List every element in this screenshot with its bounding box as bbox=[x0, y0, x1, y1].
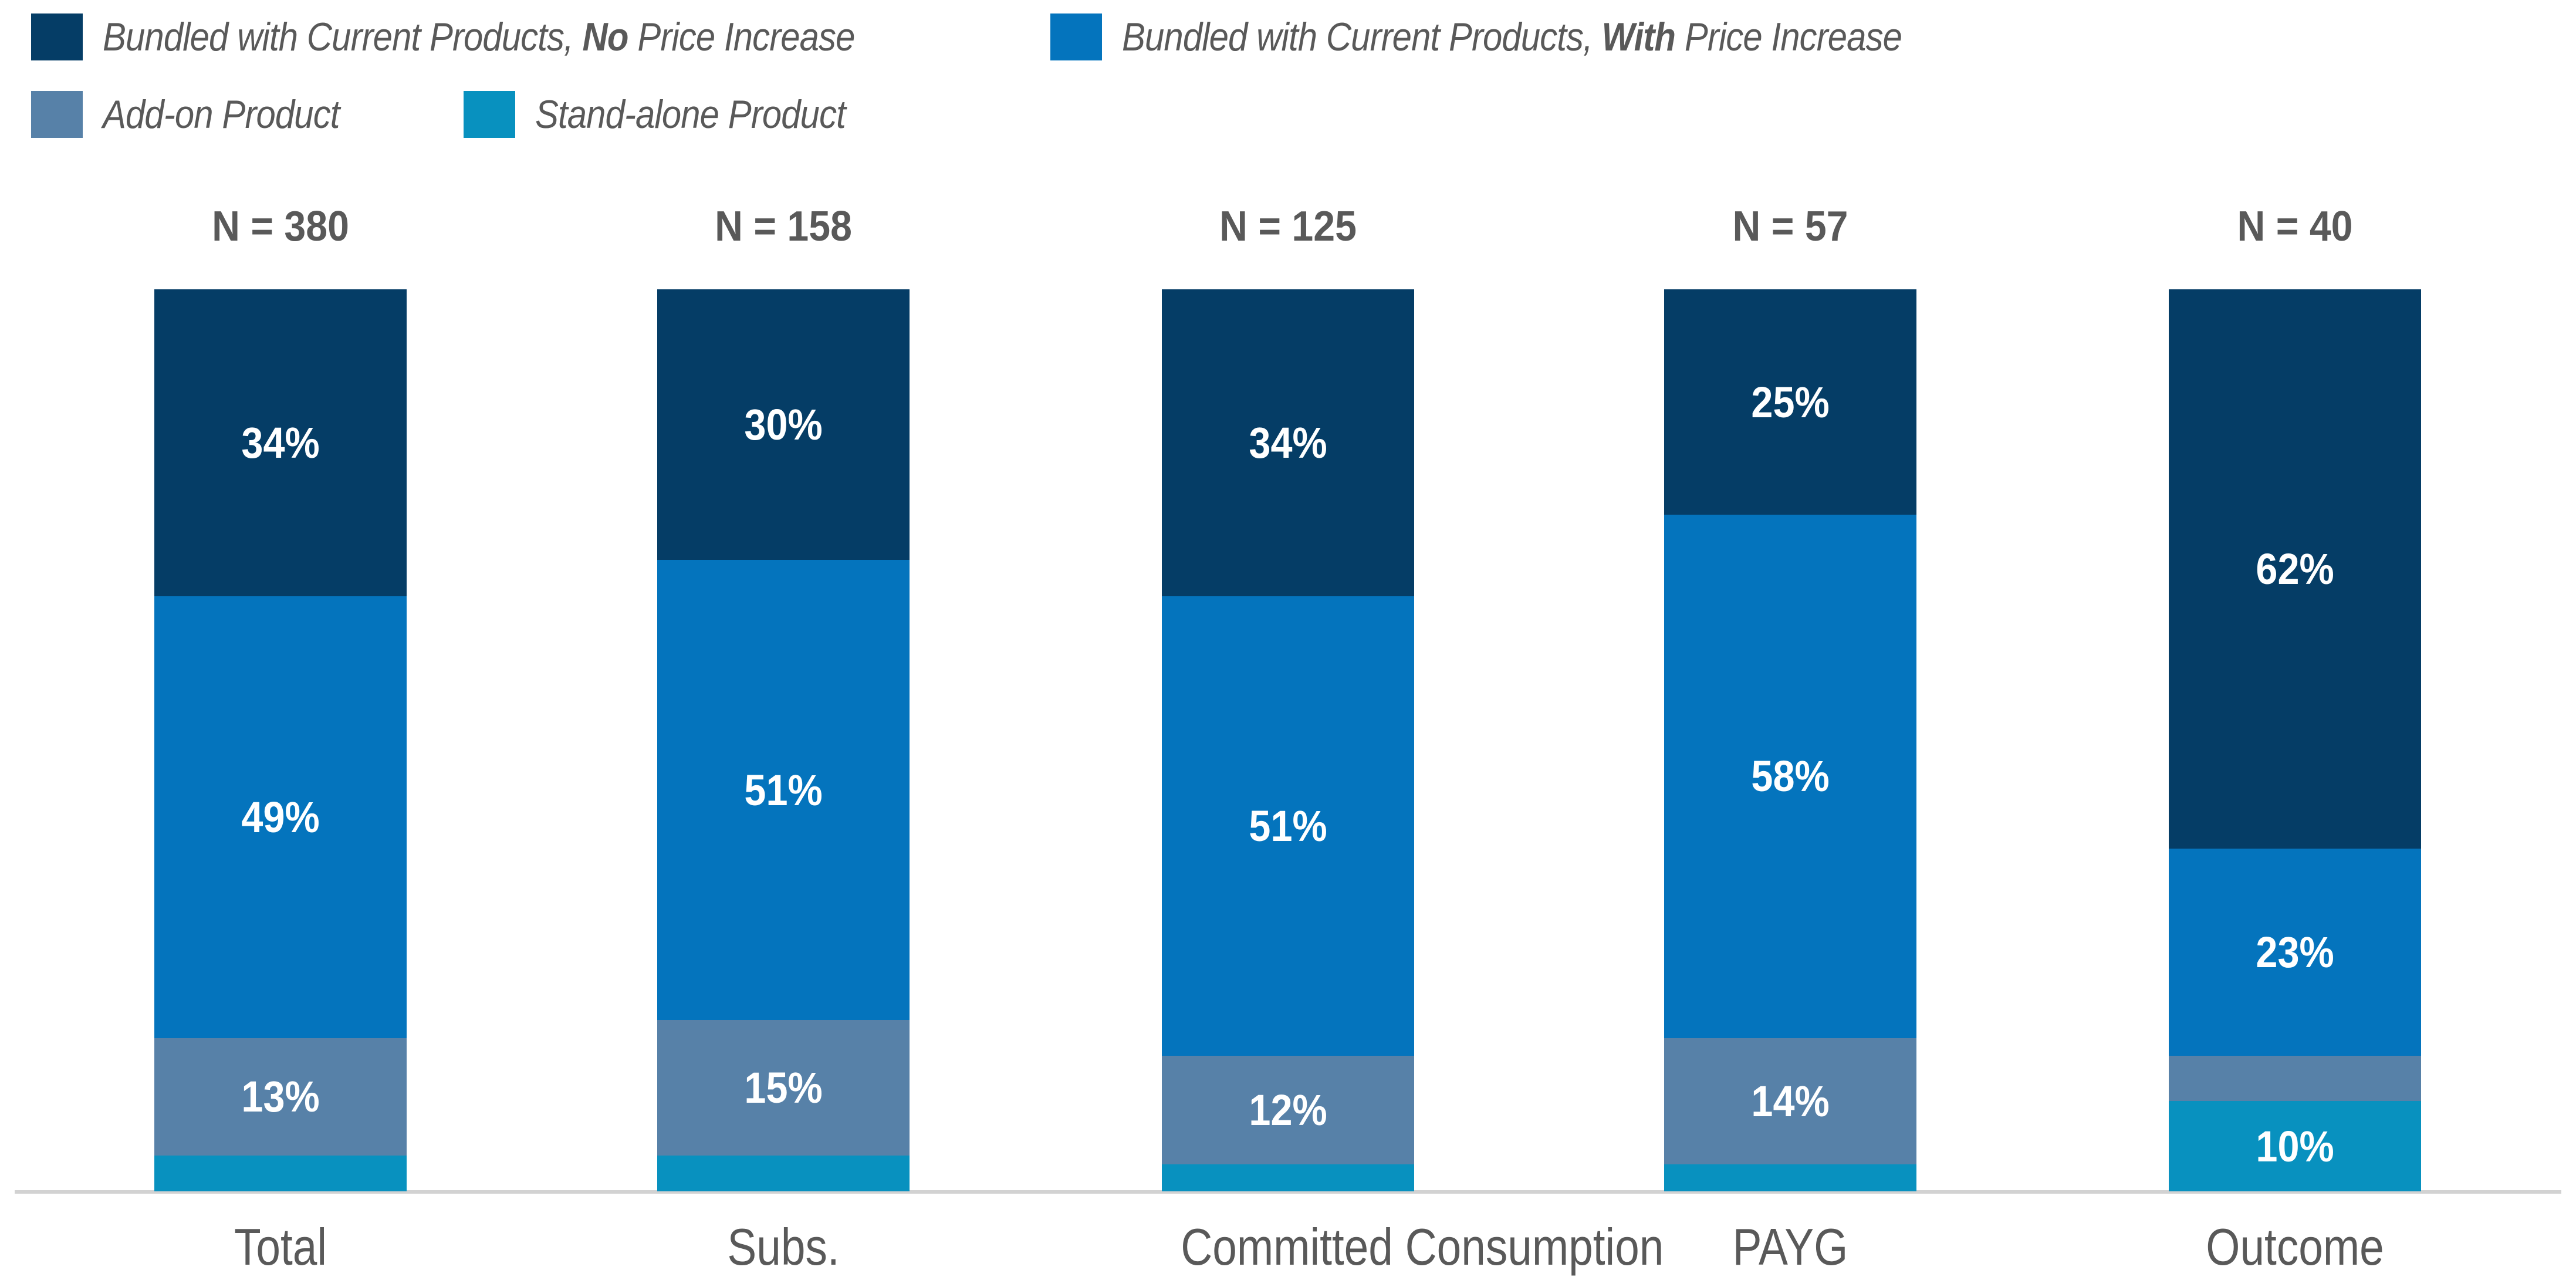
segment-value-label: 14% bbox=[1751, 1076, 1830, 1126]
segment-value-label: 13% bbox=[241, 1072, 320, 1122]
bar-segment-stand-alone: 10% bbox=[2169, 1101, 2421, 1191]
category-label: Subs. bbox=[727, 1218, 840, 1276]
legend-swatch-gray-blue bbox=[31, 91, 83, 138]
bar-segment-bundled-with-increase: 58% bbox=[1664, 515, 1916, 1038]
legend-swatch-blue bbox=[1050, 13, 1102, 60]
bar-segment-stand-alone bbox=[1162, 1164, 1414, 1191]
category-label: Outcome bbox=[2206, 1218, 2384, 1276]
bar-segment-stand-alone bbox=[1664, 1164, 1916, 1191]
legend-swatch-navy bbox=[31, 13, 83, 60]
bar-segment-bundled-with-increase: 23% bbox=[2169, 848, 2421, 1056]
segment-value-label: 51% bbox=[744, 765, 823, 815]
category-label: Committed Consumption bbox=[1181, 1218, 1664, 1276]
category-label: PAYG bbox=[1732, 1218, 1848, 1276]
n-count-label: N = 125 bbox=[1219, 203, 1357, 250]
legend-swatch-cyan bbox=[464, 91, 515, 138]
bar-group-total: N = 380 34% 49% 13% Total bbox=[154, 0, 407, 1287]
stacked-bar-committed-consumption: 34% 51% 12% bbox=[1162, 289, 1414, 1191]
stacked-bar-outcome: 62% 23% 10% bbox=[2169, 289, 2421, 1191]
stacked-bar-subs: 30% 51% 15% bbox=[657, 289, 910, 1191]
bar-segment-add-on: 13% bbox=[154, 1038, 407, 1156]
bar-segment-bundled-no-increase: 30% bbox=[657, 289, 910, 560]
bar-segment-bundled-no-increase: 25% bbox=[1664, 289, 1916, 515]
n-count-label: N = 40 bbox=[2237, 203, 2353, 250]
segment-value-label: 51% bbox=[1249, 802, 1327, 850]
bar-segment-bundled-with-increase: 51% bbox=[1162, 596, 1414, 1056]
segment-value-label: 25% bbox=[1751, 377, 1830, 427]
legend-item-stand-alone: Stand-alone Product bbox=[464, 91, 888, 138]
n-count-label: N = 57 bbox=[1732, 203, 1848, 250]
stacked-bar-total: 34% 49% 13% bbox=[154, 289, 407, 1191]
bar-group-subs: N = 158 30% 51% 15% Subs. bbox=[657, 0, 910, 1287]
bar-group-committed-consumption: N = 125 34% 51% 12% Committed Consumptio… bbox=[1162, 0, 1664, 1287]
legend-label: Bundled with Current Products, With Pric… bbox=[1122, 15, 1902, 59]
segment-value-label: 58% bbox=[1751, 752, 1830, 801]
segment-value-label: 49% bbox=[241, 792, 320, 842]
bar-segment-add-on: 14% bbox=[1664, 1038, 1916, 1164]
segment-value-label: 23% bbox=[2256, 928, 2334, 977]
x-axis-line bbox=[15, 1190, 2561, 1194]
category-label: Total bbox=[234, 1218, 327, 1276]
bar-segment-bundled-no-increase: 62% bbox=[2169, 289, 2421, 849]
segment-value-label: 10% bbox=[2256, 1122, 2334, 1171]
legend-item-bundled-no-increase: Bundled with Current Products, No Price … bbox=[31, 13, 957, 60]
bar-group-outcome: N = 40 62% 23% 10% Outcome bbox=[2169, 0, 2421, 1287]
segment-value-label: 34% bbox=[241, 418, 320, 467]
segment-value-label: 62% bbox=[2256, 544, 2334, 593]
legend-label: Stand-alone Product bbox=[535, 92, 846, 137]
legend-item-add-on: Add-on Product bbox=[31, 91, 372, 138]
bar-segment-stand-alone bbox=[657, 1155, 910, 1191]
bar-segment-add-on bbox=[2169, 1056, 2421, 1102]
segment-value-label: 30% bbox=[744, 400, 823, 450]
bar-segment-add-on: 15% bbox=[657, 1019, 910, 1156]
legend-label: Add-on Product bbox=[103, 92, 340, 137]
bar-segment-add-on: 12% bbox=[1162, 1056, 1414, 1164]
n-count-label: N = 380 bbox=[212, 203, 349, 250]
segment-value-label: 15% bbox=[744, 1063, 823, 1112]
stacked-bar-payg: 25% 58% 14% bbox=[1664, 289, 1916, 1191]
legend-label: Bundled with Current Products, No Price … bbox=[103, 15, 855, 59]
bar-group-payg: N = 57 25% 58% 14% PAYG bbox=[1664, 0, 1916, 1287]
bar-segment-bundled-with-increase: 51% bbox=[657, 560, 910, 1020]
bar-segment-bundled-no-increase: 34% bbox=[154, 289, 407, 596]
bar-segment-stand-alone bbox=[154, 1155, 407, 1191]
segment-value-label: 34% bbox=[1249, 418, 1327, 467]
bar-segment-bundled-with-increase: 49% bbox=[154, 596, 407, 1038]
segment-value-label: 12% bbox=[1249, 1086, 1327, 1135]
legend-item-bundled-with-increase: Bundled with Current Products, With Pric… bbox=[1050, 13, 2008, 60]
n-count-label: N = 158 bbox=[715, 203, 852, 250]
bar-segment-bundled-no-increase: 34% bbox=[1162, 289, 1414, 596]
